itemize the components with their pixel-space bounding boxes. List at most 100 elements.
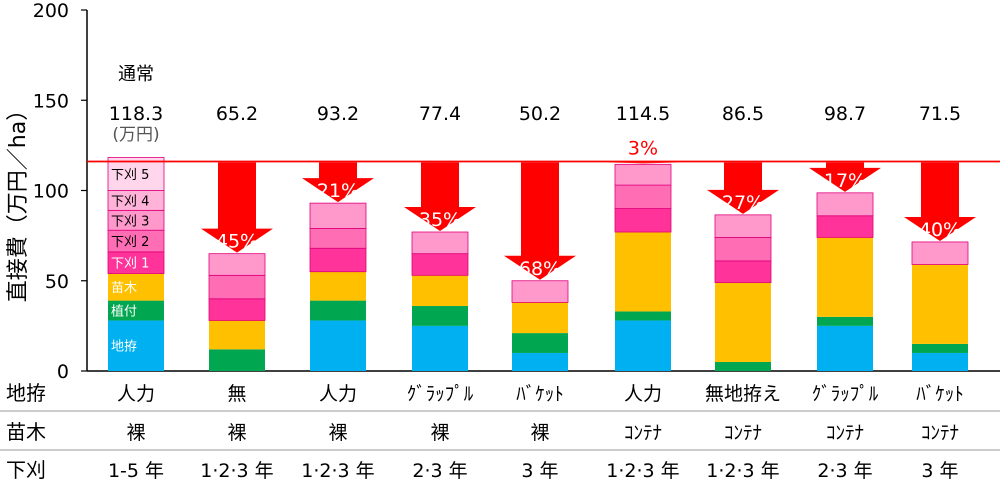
table-cell: 1·2·3 年 xyxy=(200,460,273,482)
bar-segment xyxy=(912,352,968,371)
reduction-label: 21% xyxy=(317,180,359,202)
bar-segment xyxy=(412,275,468,307)
bar-segment xyxy=(209,320,265,350)
bar-segment xyxy=(108,320,164,371)
bar-segment xyxy=(715,282,771,362)
table-cell: 1·2·3 年 xyxy=(301,460,374,482)
table-cell: ｺﾝﾃﾅ xyxy=(826,422,864,444)
segment-label: 地拵 xyxy=(111,340,137,355)
y-axis-label: 直接費（万円／ha） xyxy=(6,99,31,302)
bar-segment xyxy=(310,300,366,321)
bar-segment xyxy=(108,300,164,321)
reduction-label: 35% xyxy=(419,209,461,231)
table-cell: 裸 xyxy=(430,422,449,444)
table-cell: ﾊﾞｹｯﾄ xyxy=(516,383,564,405)
bar-stack xyxy=(107,157,165,371)
table-cell: ﾊﾞｹｯﾄ xyxy=(916,383,964,405)
table-cell: 裸 xyxy=(227,422,246,444)
bar-segment xyxy=(309,247,367,273)
table-cell: 2·3 年 xyxy=(412,460,467,482)
bar-segment xyxy=(107,157,165,191)
bar-segment xyxy=(310,320,366,371)
bar-segment xyxy=(816,192,874,217)
reduction-arrow xyxy=(201,162,273,253)
table-cell: 1·2·3 年 xyxy=(606,460,679,482)
bar-segment xyxy=(310,271,366,301)
reduction-label: 40% xyxy=(919,219,961,241)
bar-segment xyxy=(615,320,671,371)
bar-segment xyxy=(511,280,569,303)
segment-label: 植付 xyxy=(111,305,137,320)
bar-stack xyxy=(816,192,874,371)
y-tick-label: 0 xyxy=(57,361,69,383)
bar-segment xyxy=(208,253,266,276)
bar-segment xyxy=(411,253,469,276)
total-label: 98.7 xyxy=(824,103,866,125)
reduction-label: 45% xyxy=(216,231,258,253)
table-cell: 1-5 年 xyxy=(108,460,164,482)
segment-label: 下刈 2 xyxy=(111,235,149,250)
bar-segment xyxy=(816,215,874,238)
reduction-arrow xyxy=(809,162,881,192)
table-row-label: 下刈 xyxy=(6,458,46,482)
y-tick-label: 100 xyxy=(33,181,69,203)
bar-segment xyxy=(714,214,772,238)
total-label: 93.2 xyxy=(317,103,359,125)
bar-segment xyxy=(912,343,968,353)
bar-segment xyxy=(208,274,266,300)
bar-segment xyxy=(309,228,367,249)
total-label: 86.5 xyxy=(722,103,764,125)
table-cell: ｺﾝﾃﾅ xyxy=(921,422,959,444)
total-label: 114.5 xyxy=(616,103,670,125)
bar-stack xyxy=(411,231,469,371)
bar-segment xyxy=(309,202,367,229)
bar-stack xyxy=(614,163,672,371)
bar-stack xyxy=(911,241,969,371)
bar-segment xyxy=(911,241,969,265)
bar-stack xyxy=(714,214,772,371)
baseline-unit: (万円) xyxy=(112,125,159,145)
table-cell: 無 xyxy=(227,383,246,405)
bar-segment xyxy=(614,208,672,233)
reduction-label: 17% xyxy=(824,170,866,192)
total-label: 77.4 xyxy=(419,103,461,125)
bar-stack xyxy=(511,280,569,371)
baseline-label: 通常 xyxy=(118,64,154,85)
bar-segment xyxy=(817,237,873,317)
bar-stack xyxy=(208,253,266,371)
table-cell: 人力 xyxy=(319,383,357,405)
y-tick-label: 150 xyxy=(33,90,69,112)
bar-segment xyxy=(208,298,266,321)
total-label: 71.5 xyxy=(919,103,961,125)
table-cell: ｸﾞﾗｯﾌﾟﾙ xyxy=(407,383,474,405)
table-row-label: 苗木 xyxy=(6,420,46,444)
table-cell: 裸 xyxy=(126,422,145,444)
table-cell: 裸 xyxy=(530,422,549,444)
bar-segment xyxy=(108,273,164,301)
reduction-arrow xyxy=(707,162,779,214)
segment-label: 苗木 xyxy=(111,281,137,296)
reduction-arrow xyxy=(302,162,374,203)
bar-segment xyxy=(615,311,671,321)
table-cell: 1·2·3 年 xyxy=(706,460,779,482)
table-cell: 裸 xyxy=(328,422,347,444)
table-cell: 人力 xyxy=(117,383,155,405)
bar-segment xyxy=(209,349,265,371)
bar-segment xyxy=(714,260,772,283)
reduction-arrow xyxy=(904,162,976,241)
reduction-label: 3% xyxy=(628,137,658,159)
bar-segment xyxy=(817,316,873,326)
bar-segment xyxy=(512,352,568,371)
bar-segment xyxy=(912,264,968,344)
bar-segment xyxy=(614,184,672,209)
table-cell: 3 年 xyxy=(521,460,558,482)
bar-segment xyxy=(614,163,672,186)
reduction-arrow xyxy=(404,162,476,232)
table-cell: ｸﾞﾗｯﾌﾟﾙ xyxy=(812,383,879,405)
table-cell: 3 年 xyxy=(921,460,958,482)
bar-segment xyxy=(715,361,771,371)
table-cell: 無地拵え xyxy=(705,383,781,405)
bar-stack xyxy=(309,202,367,371)
